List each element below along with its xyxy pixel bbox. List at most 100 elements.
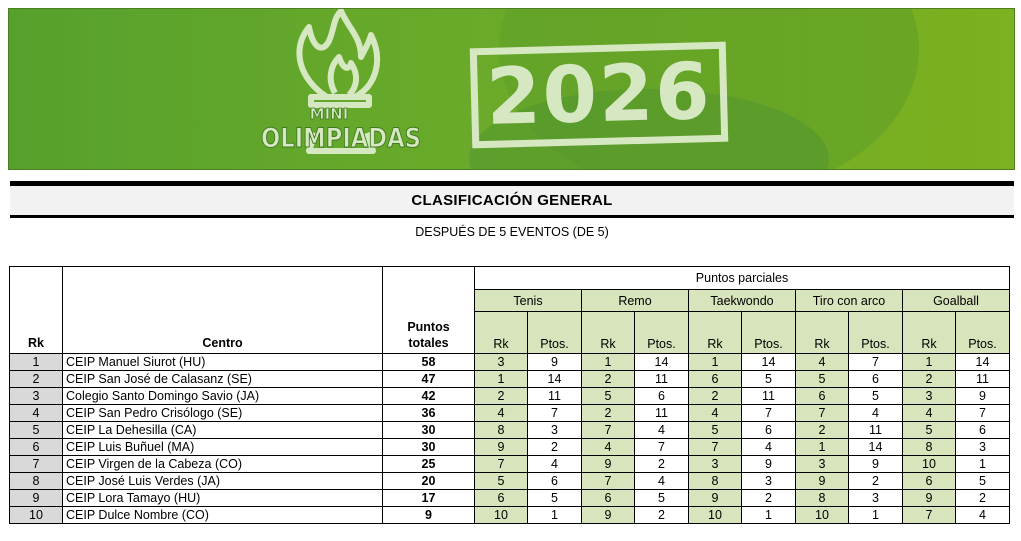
banner-decoration	[296, 9, 919, 169]
total-points-cell: 9	[382, 506, 475, 524]
event-rank-cell: 1	[581, 353, 635, 371]
event-rank-cell: 6	[902, 472, 956, 490]
total-points-cell: 20	[382, 472, 475, 490]
center-name-cell: CEIP San Pedro Crisólogo (SE)	[62, 404, 383, 422]
event-points-cell: 11	[741, 387, 796, 405]
event-rank-cell: 10	[474, 506, 528, 524]
event-rank-cell: 10	[795, 506, 849, 524]
event-rank-cell: 2	[902, 370, 956, 388]
rank-header: Rk	[9, 266, 63, 354]
event-header: Tiro con arco	[795, 289, 903, 312]
event-rank-cell: 3	[474, 353, 528, 371]
event-header: Remo	[581, 289, 689, 312]
event-rank-cell: 7	[474, 455, 528, 473]
event-rank-cell: 2	[581, 404, 635, 422]
center-name-cell: CEIP San José de Calasanz (SE)	[62, 370, 383, 388]
title-rule	[10, 181, 1014, 186]
event-rank-cell: 3	[688, 455, 742, 473]
table-row: 7 CEIP Virgen de la Cabeza (CO) 25 7 4 9 2 3 9 3 9…	[9, 455, 1010, 473]
event-points-cell: 6	[527, 472, 582, 490]
event-rank-cell: 1	[902, 353, 956, 371]
event-points-cell: 11	[955, 370, 1010, 388]
event-points-cell: 3	[848, 489, 903, 507]
partials-header: Puntos parciales	[474, 266, 1010, 290]
event-rank-cell: 1	[474, 370, 528, 388]
event-points-cell: 3	[955, 438, 1010, 456]
event-points-cell: 1	[527, 506, 582, 524]
total-points-cell: 25	[382, 455, 475, 473]
event-rank-header: Rk	[474, 311, 528, 354]
event-points-cell: 5	[741, 370, 796, 388]
total-points-cell: 17	[382, 489, 475, 507]
event-points-cell: 1	[848, 506, 903, 524]
event-points-cell: 7	[741, 404, 796, 422]
center-header: Centro	[62, 266, 383, 354]
event-rank-cell: 9	[474, 438, 528, 456]
table-row: 2 CEIP San José de Calasanz (SE) 47 1 14 2 11 6…	[9, 370, 1010, 388]
event-points-cell: 14	[848, 438, 903, 456]
event-points-cell: 6	[848, 370, 903, 388]
event-points-cell: 9	[955, 387, 1010, 405]
logo-line1: MINI	[310, 105, 349, 123]
event-rank-cell: 9	[581, 506, 635, 524]
event-points-cell: 2	[527, 438, 582, 456]
rank-cell: 7	[9, 455, 63, 473]
rank-cell: 1	[9, 353, 63, 371]
event-points-cell: 14	[741, 353, 796, 371]
header-banner: MINI OLIMPIADAS 2026	[8, 8, 1015, 170]
event-points-cell: 5	[527, 489, 582, 507]
event-points-cell: 11	[527, 387, 582, 405]
event-rank-cell: 1	[688, 353, 742, 371]
event-rank-cell: 6	[688, 370, 742, 388]
year-label: 2026	[469, 41, 729, 149]
event-rank-cell: 9	[581, 455, 635, 473]
event-points-cell: 4	[848, 404, 903, 422]
event-rank-cell: 7	[902, 506, 956, 524]
event-points-cell: 6	[634, 387, 689, 405]
event-header: Tenis	[474, 289, 582, 312]
event-points-cell: 4	[741, 438, 796, 456]
page-title: CLASIFICACIÓN GENERAL	[10, 186, 1014, 218]
event-points-cell: 14	[634, 353, 689, 371]
event-points-cell: 2	[634, 455, 689, 473]
event-rank-header: Rk	[688, 311, 742, 354]
rank-cell: 9	[9, 489, 63, 507]
event-points-cell: 14	[527, 370, 582, 388]
rank-cell: 10	[9, 506, 63, 524]
table-row: 5 CEIP La Dehesilla (CA) 30 8 3 7 4 5 6 2 11 5 6	[9, 421, 1010, 439]
table-row: 10 CEIP Dulce Nombre (CO) 9 10 1 9 2 10 1 10 1 7 4	[9, 506, 1010, 524]
table-row: 8 CEIP José Luis Verdes (JA) 20 5 6 7 4 8 3 9 2 6 5	[9, 472, 1010, 490]
event-points-header: Ptos.	[848, 311, 903, 354]
table-row: 6 CEIP Luis Buñuel (MA) 30 9 2 4 7 7 4 1 14 8 3	[9, 438, 1010, 456]
total-header: Puntos totales	[382, 266, 475, 354]
event-points-cell: 1	[955, 455, 1010, 473]
total-points-cell: 42	[382, 387, 475, 405]
torch-icon	[296, 9, 381, 154]
event-points-cell: 6	[741, 421, 796, 439]
event-points-cell: 11	[848, 421, 903, 439]
rank-cell: 8	[9, 472, 63, 490]
event-points-cell: 9	[527, 353, 582, 371]
table-row: 3 Colegio Santo Domingo Savio (JA) 42 2 11 5 6…	[9, 387, 1010, 405]
table-row: 9 CEIP Lora Tamayo (HU) 17 6 5 6 5 9 2 8 3 9 2	[9, 489, 1010, 507]
event-points-cell: 5	[848, 387, 903, 405]
event-points-cell: 9	[741, 455, 796, 473]
event-points-cell: 4	[955, 506, 1010, 524]
event-points-cell: 11	[634, 370, 689, 388]
event-points-cell: 5	[955, 472, 1010, 490]
event-rank-cell: 3	[795, 455, 849, 473]
event-points-header: Ptos.	[955, 311, 1010, 354]
rank-cell: 3	[9, 387, 63, 405]
event-rank-cell: 7	[795, 404, 849, 422]
rank-cell: 4	[9, 404, 63, 422]
event-points-cell: 1	[741, 506, 796, 524]
event-points-cell: 2	[741, 489, 796, 507]
event-rank-cell: 8	[902, 438, 956, 456]
event-rank-header: Rk	[581, 311, 635, 354]
event-rank-cell: 10	[902, 455, 956, 473]
event-rank-cell: 2	[795, 421, 849, 439]
center-name-cell: CEIP Manuel Siurot (HU)	[62, 353, 383, 371]
center-name-cell: CEIP La Dehesilla (CA)	[62, 421, 383, 439]
event-points-cell: 3	[527, 421, 582, 439]
logo: MINI OLIMPIADAS	[261, 105, 422, 155]
